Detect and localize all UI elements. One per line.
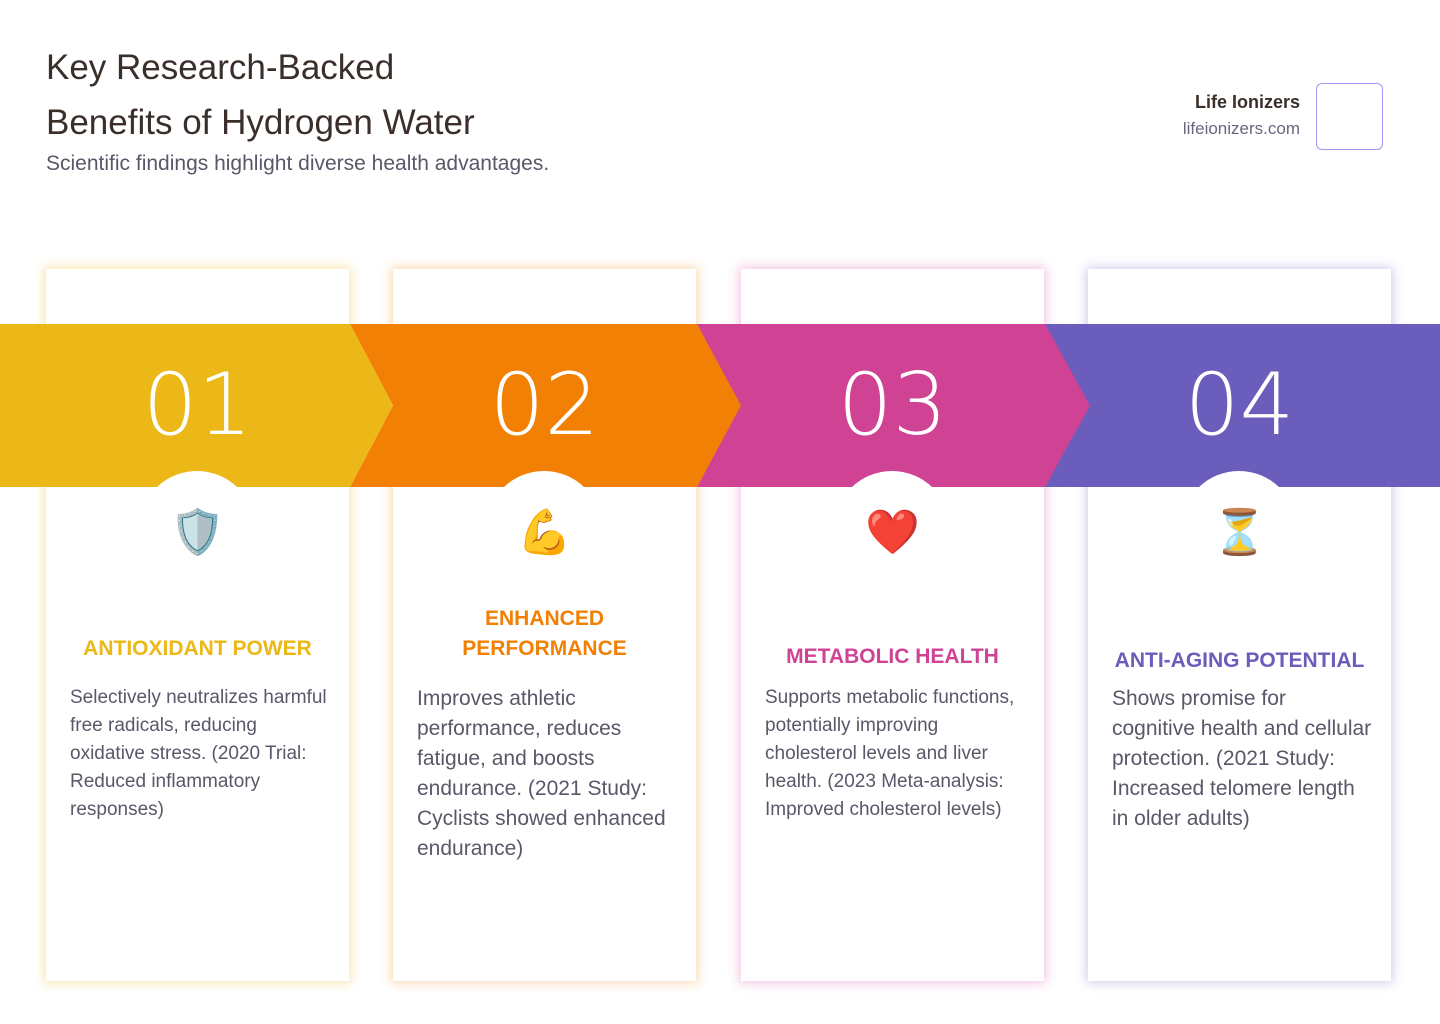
brand-name: Life Ionizers xyxy=(1194,92,1300,112)
step-number: 02 xyxy=(489,355,600,455)
icon-circle xyxy=(834,471,950,587)
subtitle: Scientific findings highlight diverse he… xyxy=(46,152,550,175)
benefit-description: Supports metabolic functions, potentiall… xyxy=(765,687,1015,820)
flexed-biceps-icon: 💪 xyxy=(517,508,572,557)
benefit-title: ANTIOXIDANT POWER xyxy=(83,637,312,660)
benefit-description: Shows promise for cognitive health and c… xyxy=(1112,687,1372,830)
step-arrow-band xyxy=(350,324,741,487)
title-line-2: Benefits of Hydrogen Water xyxy=(46,103,475,142)
icon-circle xyxy=(1181,471,1297,587)
step-arrow-band xyxy=(1045,324,1440,487)
shield-icon: 🛡️ xyxy=(170,508,225,557)
step-number: 01 xyxy=(142,355,253,455)
logo-placeholder xyxy=(1316,83,1383,150)
hourglass-icon: ⏳ xyxy=(1212,508,1267,557)
brand-url: lifeionizers.com xyxy=(1182,119,1300,138)
benefit-description: Improves athletic performance, reduces f… xyxy=(417,687,666,860)
step-number: 03 xyxy=(837,355,948,455)
brand: Life Ionizers lifeionizers.com xyxy=(1183,92,1300,139)
heart-icon: ❤️ xyxy=(865,508,920,557)
page-title: Key Research-Backed Benefits of Hydrogen… xyxy=(46,40,646,150)
icon-circle xyxy=(139,471,255,587)
step-number: 04 xyxy=(1184,355,1295,455)
step-arrow-band xyxy=(0,324,393,487)
benefit-title: ENHANCED PERFORMANCE xyxy=(462,607,627,660)
icon-circle xyxy=(486,471,602,587)
benefit-title: ANTI-AGING POTENTIAL xyxy=(1114,649,1365,672)
title-line-1: Key Research-Backed xyxy=(46,48,395,87)
step-arrow-band xyxy=(697,324,1090,487)
benefit-title: METABOLIC HEALTH xyxy=(786,645,999,668)
benefit-description: Selectively neutralizes harmful free rad… xyxy=(70,687,327,820)
